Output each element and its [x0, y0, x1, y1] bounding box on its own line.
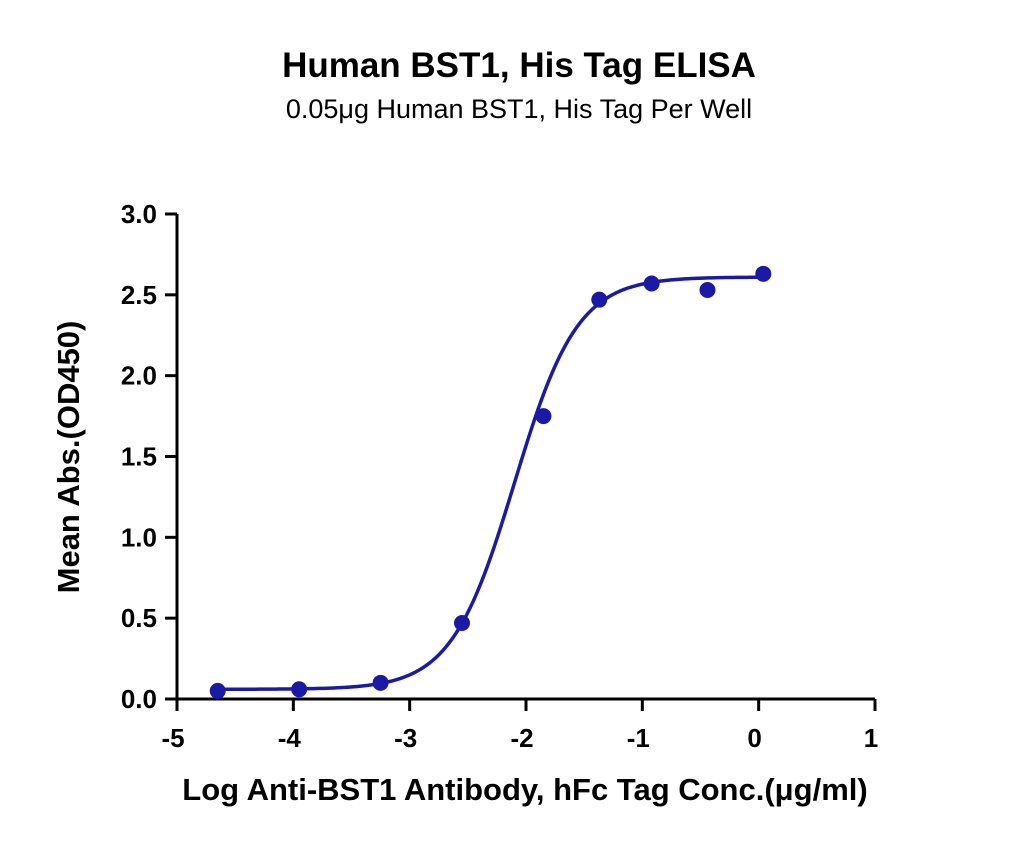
- x-tick-label: 0: [747, 723, 761, 753]
- x-tick-label: 1: [864, 723, 878, 753]
- y-tick-label: 3.0: [121, 199, 157, 229]
- y-tick-label: 1.0: [121, 522, 157, 552]
- x-tick-label: -4: [278, 723, 302, 753]
- x-tick-label: -5: [161, 723, 184, 753]
- x-axis-ticks: -5 -4 -3 -2 -1 0 1: [161, 699, 878, 753]
- data-point: [454, 615, 471, 632]
- y-tick-label: 2.5: [121, 280, 157, 310]
- y-axis-title: Mean Abs.(OD450): [51, 321, 86, 594]
- x-axis-title: Log Anti-BST1 Antibody, hFc Tag Conc.(μg…: [182, 772, 867, 807]
- data-point: [209, 682, 226, 699]
- x-tick-label: -1: [627, 723, 650, 753]
- chart-title: Human BST1, His Tag ELISA: [282, 46, 756, 85]
- x-tick-label: -2: [510, 723, 533, 753]
- data-point: [643, 275, 660, 292]
- data-point: [535, 408, 552, 425]
- axes: [175, 214, 875, 701]
- fit-curve: [217, 275, 764, 692]
- y-tick-label: 0.0: [121, 684, 157, 714]
- data-point: [755, 265, 772, 282]
- y-axis-ticks: 0.0 0.5 1.0 1.5 2.0 2.5 3.0: [121, 199, 177, 714]
- fit-curve-layer: [217, 275, 764, 692]
- data-point: [372, 674, 389, 691]
- data-point: [591, 291, 608, 308]
- data-point: [291, 681, 308, 698]
- y-tick-label: 0.5: [121, 603, 157, 633]
- x-tick-label: -3: [394, 723, 417, 753]
- data-points: [209, 265, 772, 699]
- chart-subtitle: 0.05μg Human BST1, His Tag Per Well: [286, 94, 752, 124]
- data-point: [699, 281, 716, 298]
- y-tick-label: 2.0: [121, 361, 157, 391]
- y-tick-label: 1.5: [121, 442, 157, 472]
